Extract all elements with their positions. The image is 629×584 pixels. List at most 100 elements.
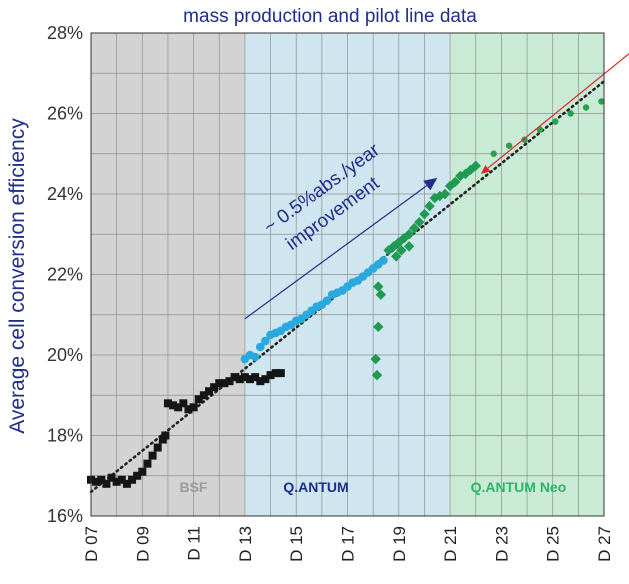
- data-point-diamond: [370, 353, 381, 365]
- data-point-diamond: [371, 369, 383, 381]
- data-point-square: [97, 475, 106, 484]
- chart-title: mass production and pilot line data: [183, 6, 477, 27]
- data-point-square: [215, 379, 224, 388]
- x-tick-label: D 15: [287, 526, 306, 562]
- data-point-square: [266, 371, 275, 380]
- data-point-diamond: [408, 223, 420, 234]
- region-label-bsf: BSF: [179, 479, 207, 495]
- data-point-square: [143, 459, 152, 468]
- data-point-square: [153, 443, 162, 452]
- data-point-square: [204, 387, 213, 396]
- region-label-q-antum: Q.ANTUM: [283, 479, 348, 495]
- data-point-square: [174, 403, 183, 412]
- data-point-diamond: [403, 241, 415, 252]
- data-point-circle-small: [598, 98, 605, 105]
- x-tick-label: D 25: [544, 526, 563, 562]
- data-point-square: [251, 373, 260, 382]
- data-point-square: [148, 451, 157, 460]
- data-point-square: [158, 435, 167, 444]
- data-point-circle: [255, 342, 265, 352]
- data-point-circle-small: [521, 136, 528, 143]
- red-arrow-line: [487, 53, 629, 169]
- data-point-circle-small: [490, 150, 497, 157]
- data-point-circle: [250, 352, 260, 362]
- y-tick-label: 20%: [47, 345, 83, 365]
- data-point-square: [179, 399, 188, 408]
- data-point-circle-small: [567, 110, 574, 117]
- trend-line-dotted: [89, 80, 606, 494]
- x-tick-label: D 11: [185, 526, 204, 561]
- data-points: [87, 98, 605, 488]
- data-point-diamond: [424, 200, 435, 212]
- data-point-square: [246, 375, 255, 384]
- x-tick-labels: D 07 D 09 D 11 D 13 D 15 D 17 D 19 D 21 D 23 D 25…: [82, 526, 614, 562]
- x-tick-label: D 09: [133, 526, 152, 562]
- y-tick-labels: 16% 18% 20% 22% 24% 26% 28%: [47, 23, 83, 526]
- data-point-diamond: [391, 251, 402, 262]
- data-point-square: [261, 375, 270, 384]
- data-point-square: [117, 475, 126, 484]
- data-point-square: [194, 395, 203, 404]
- data-point-square: [107, 473, 116, 482]
- y-tick-label: 26%: [47, 104, 83, 124]
- data-point-square: [92, 477, 101, 486]
- y-tick-label: 16%: [47, 506, 83, 526]
- data-point-square: [161, 431, 170, 440]
- data-point-square: [163, 399, 172, 408]
- x-tick-label: D 19: [390, 526, 409, 562]
- data-point-diamond: [375, 289, 387, 300]
- region-label-q-antum-neo: Q.ANTUM Neo: [471, 479, 567, 495]
- grid-lines: [90, 32, 605, 517]
- data-point-square: [240, 373, 249, 382]
- x-tick-label: D 07: [82, 526, 101, 562]
- data-point-circle-small: [505, 142, 513, 149]
- data-point-square: [276, 369, 285, 378]
- data-point-square: [169, 401, 178, 410]
- red-arrow-callout: [480, 53, 629, 174]
- x-tick-label: D 27: [595, 526, 614, 562]
- data-point-square: [210, 383, 219, 392]
- data-point-diamond: [460, 168, 471, 180]
- x-tick-label: D 13: [236, 526, 255, 562]
- data-point-square: [199, 391, 208, 400]
- data-point-square: [225, 377, 234, 386]
- data-point-square: [138, 467, 147, 476]
- data-point-circle: [261, 336, 270, 346]
- y-tick-label: 24%: [47, 184, 83, 204]
- data-point-square: [128, 475, 137, 484]
- improvement-arrow-head: [423, 177, 438, 191]
- data-point-diamond: [419, 208, 430, 220]
- data-point-circle-small: [582, 104, 590, 111]
- data-point-diamond: [450, 176, 461, 188]
- plot-frame: [90, 32, 605, 517]
- data-point-diamond: [414, 216, 425, 228]
- y-tick-label: 22%: [47, 265, 83, 285]
- data-point-square: [184, 405, 193, 414]
- data-point-square: [122, 479, 131, 488]
- x-tick-label: D 23: [492, 526, 511, 562]
- improvement-arrow-line: [244, 185, 428, 320]
- data-point-diamond: [373, 321, 384, 333]
- data-point-square: [133, 471, 142, 480]
- data-point-diamond: [373, 281, 384, 292]
- y-tick-label: 18%: [47, 426, 83, 446]
- data-point-circle-small: [552, 118, 559, 125]
- data-point-square: [235, 375, 244, 384]
- red-arrow-head: [480, 165, 491, 174]
- data-point-circle: [379, 256, 388, 265]
- data-point-square: [256, 377, 265, 386]
- x-tick-label: D 21: [441, 526, 460, 562]
- y-tick-label: 28%: [47, 23, 83, 43]
- data-point-diamond: [470, 160, 481, 172]
- trend-line: [89, 80, 606, 494]
- data-point-square: [112, 477, 121, 486]
- data-point-square: [271, 369, 280, 378]
- data-point-circle: [322, 296, 332, 305]
- data-point-diamond: [439, 188, 451, 200]
- data-point-diamond: [403, 229, 415, 240]
- data-point-square: [189, 403, 198, 412]
- x-tick-label: D 17: [339, 526, 358, 562]
- region-labels: BSF Q.ANTUM Q.ANTUM Neo: [179, 479, 566, 495]
- data-point-square: [102, 479, 111, 488]
